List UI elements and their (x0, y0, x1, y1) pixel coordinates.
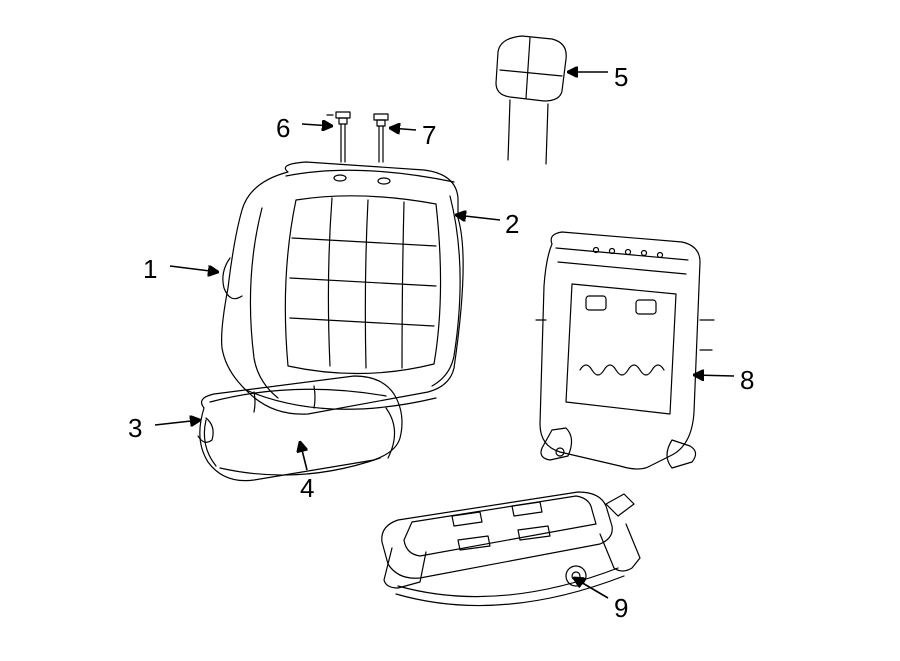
callout-4: 4 (300, 475, 314, 501)
callout-8: 8 (740, 367, 754, 393)
part-seat-back (222, 162, 464, 414)
callout-9: 9 (614, 595, 628, 621)
part-seat-back-frame (536, 232, 714, 469)
callout-3: 3 (128, 415, 142, 441)
callout-7: 7 (422, 122, 436, 148)
part-headrest-guide (374, 114, 388, 162)
callout-6: 6 (276, 115, 290, 141)
callout-1: 1 (143, 256, 157, 282)
part-headrest (496, 36, 566, 164)
parts-illustration (0, 0, 900, 661)
callout-2: 2 (505, 211, 519, 237)
part-headrest-guide-locking (327, 112, 350, 162)
callout-5: 5 (614, 64, 628, 90)
part-seat-track (382, 492, 640, 606)
part-seat-cushion (198, 376, 402, 481)
diagram-stage: 1 2 3 4 5 6 7 8 9 (0, 0, 900, 661)
